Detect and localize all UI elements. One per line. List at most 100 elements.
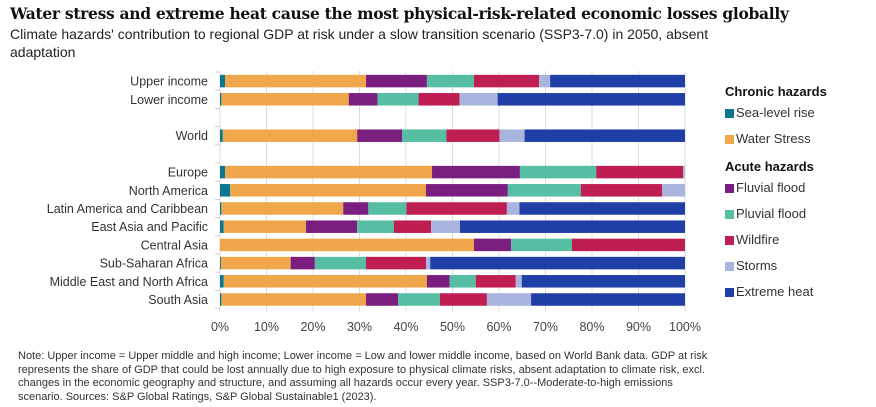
legend-swatch-icon [725, 210, 734, 219]
bar-segment-water-stress [220, 238, 474, 252]
category-label: Sub-Saharan Africa [100, 257, 208, 271]
bar-segment-fluvial-flood [343, 202, 369, 215]
bar-segment-wildfire [366, 256, 426, 270]
legend-item-fluvial-flood: Fluvial flood [725, 180, 875, 206]
bar-segment-sea-level-rise [220, 129, 223, 142]
category-label: Middle East and North Africa [50, 275, 208, 289]
bar-segment-storms [431, 220, 460, 233]
bar-segment-water-stress [221, 293, 367, 306]
bar-segment-fluvial-flood [357, 129, 403, 142]
legend-item-water-stress: Water Stress [725, 131, 875, 157]
legend-swatch-icon [725, 184, 734, 193]
legend-item-storms: Storms [725, 258, 875, 284]
bar-segment-fluvial-flood [348, 93, 378, 106]
chart-subtitle: Climate hazards' contribution to regiona… [10, 26, 709, 60]
legend-swatch-icon [725, 262, 734, 271]
bar-segment-pluvial-flood [377, 93, 419, 106]
bar-segment-water-stress [222, 129, 358, 142]
legend-label: Water Stress [736, 131, 811, 146]
bar-segment-wildfire [439, 293, 487, 306]
bar-segment-wildfire [418, 93, 460, 106]
bar-segment-sea-level-rise [220, 184, 231, 197]
legend-group-chronic: Chronic hazards [725, 84, 827, 99]
x-tick-label: 20% [300, 320, 325, 334]
x-tick-label: 10% [254, 320, 279, 334]
bar-segment-wildfire [572, 238, 685, 252]
bar-segment-extreme-heat [521, 275, 685, 288]
legend-label: Fluvial flood [736, 180, 806, 195]
footnote: Note: Upper income = Upper middle and hi… [18, 350, 708, 403]
bar-segment-water-stress [223, 275, 427, 288]
category-label: World [176, 129, 208, 143]
category-label: Europe [168, 166, 208, 180]
x-tick-label: 80% [579, 320, 604, 334]
x-tick-label: 100% [669, 320, 701, 334]
bar-segment-pluvial-flood [507, 184, 581, 197]
bar-segment-pluvial-flood [398, 293, 440, 306]
bar-segment-extreme-heat [497, 93, 685, 106]
bar-segment-wildfire [446, 129, 500, 142]
bar-segment-sea-level-rise [220, 74, 226, 88]
bar-segment-extreme-heat [524, 129, 685, 142]
bar-segment-wildfire [580, 184, 663, 197]
bar-segment-storms [486, 293, 532, 306]
x-tick-label: 50% [440, 320, 465, 334]
bar-segment-pluvial-flood [314, 256, 367, 270]
legend-item-extreme-heat: Extreme heat [725, 284, 875, 310]
legend-item-sea-level-rise: Sea-level rise [725, 105, 875, 131]
bar-segment-wildfire [473, 74, 539, 88]
category-labels: Upper income Lower income World Europe North… [47, 75, 208, 307]
bar-segment-water-stress [225, 74, 367, 88]
legend-swatch-icon [725, 135, 734, 144]
bar-segment-storms [499, 129, 525, 142]
category-label: Latin America and Caribbean [47, 202, 208, 216]
category-label: Upper income [130, 75, 208, 89]
bar-segment-extreme-heat [459, 220, 685, 233]
category-label: South Asia [148, 293, 208, 307]
legend-swatch-icon [725, 236, 734, 245]
bar-segment-water-stress [221, 93, 349, 106]
bar-segment-water-stress [223, 220, 307, 233]
legend: Chronic hazards Sea-level rise Water Str… [725, 84, 875, 310]
category-label: East Asia and Pacific [91, 220, 208, 234]
legend-item-pluvial-flood: Pluvial flood [725, 206, 875, 232]
legend-label: Pluvial flood [736, 206, 807, 221]
legend-item-wildfire: Wildfire [725, 232, 875, 258]
bar-segment-storms [425, 256, 431, 270]
bar-segment-pluvial-flood [402, 129, 447, 142]
bar-segment-sea-level-rise [220, 165, 226, 179]
bar-segment-sea-level-rise [220, 275, 224, 288]
bar-segment-extreme-heat [430, 256, 685, 270]
bar-segment-sea-level-rise [220, 293, 222, 306]
x-axis-ticks: 0% 10% 20% 30% 40% 50% 60% 70% 80% 90% 100% [211, 320, 701, 334]
bar-segment-fluvial-flood [290, 256, 315, 270]
bar-segment-storms [506, 202, 520, 215]
legend-swatch-icon [725, 109, 734, 118]
bar-segment-water-stress [221, 202, 344, 215]
bar-segment-fluvial-flood [473, 238, 512, 252]
bar-segment-water-stress [220, 256, 291, 270]
bar-segment-fluvial-flood [306, 220, 358, 233]
bar-segment-extreme-heat [519, 202, 685, 215]
x-tick-label: 70% [533, 320, 558, 334]
bar-segment-fluvial-flood [366, 74, 427, 88]
bar-segment-wildfire [596, 165, 684, 179]
x-tick-label: 60% [486, 320, 511, 334]
x-tick-label: 90% [626, 320, 651, 334]
bar-segment-pluvial-flood [357, 220, 394, 233]
bar-segment-pluvial-flood [426, 74, 474, 88]
bar-segment-water-stress [230, 184, 426, 197]
bar-segment-pluvial-flood [449, 275, 476, 288]
bar-segment-sea-level-rise [220, 220, 224, 233]
bar-segment-fluvial-flood [432, 165, 520, 179]
bar-segment-storms [459, 93, 498, 106]
bar-segment-wildfire [406, 202, 507, 215]
bar-segment-sea-level-rise [220, 93, 222, 106]
chart-title: Water stress and extreme heat cause the … [10, 4, 789, 23]
bar-segment-sea-level-rise [220, 202, 222, 215]
bar-segment-pluvial-flood [368, 202, 407, 215]
bar-segment-wildfire [393, 220, 432, 233]
legend-label: Extreme heat [736, 284, 814, 299]
x-tick-label: 40% [393, 320, 418, 334]
bars [220, 74, 685, 306]
